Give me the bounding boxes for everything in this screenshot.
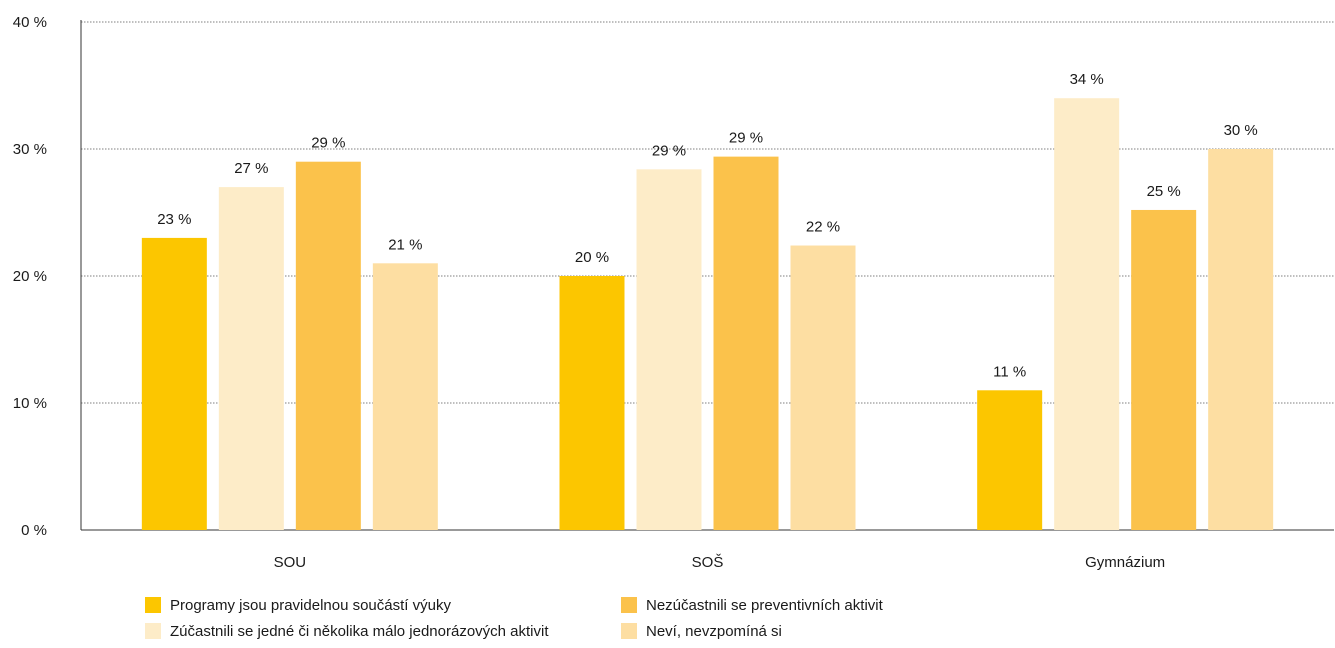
legend-swatch	[621, 623, 637, 639]
gridlines	[81, 21, 1334, 404]
legend-swatch	[145, 623, 161, 639]
bar	[295, 161, 361, 530]
data-label: 23 %	[157, 211, 191, 228]
bar	[141, 237, 207, 530]
legend-swatch	[621, 597, 637, 613]
bar	[713, 156, 779, 530]
data-label: 29 %	[729, 130, 763, 147]
y-tick-label: 40 %	[13, 14, 47, 31]
bar	[372, 263, 438, 530]
data-label: 21 %	[388, 236, 422, 253]
bar	[636, 169, 702, 530]
data-labels: 23 % 27 % 29 % 21 % 20 % 29 % 29 % 22 % 11 % 34 %…	[157, 71, 1258, 380]
legend: Programy jsou pravidelnou součástí výuky…	[145, 596, 951, 640]
data-label: 20 %	[575, 249, 609, 266]
bar	[790, 245, 856, 530]
data-label: 29 %	[652, 142, 686, 159]
x-tick-label: SOŠ	[692, 554, 724, 571]
data-label: 29 %	[311, 135, 345, 152]
bar	[218, 187, 284, 530]
data-label: 22 %	[806, 219, 840, 236]
y-tick-label: 10 %	[13, 395, 47, 412]
x-tick-label: SOU	[274, 554, 307, 571]
legend-item: Programy jsou pravidelnou součástí výuky	[145, 596, 621, 614]
bar	[1054, 98, 1120, 530]
y-tick-label: 20 %	[13, 268, 47, 285]
bar	[1131, 209, 1197, 530]
data-label: 25 %	[1147, 183, 1181, 200]
legend-item: Zúčastnili se jedné či několika málo jed…	[145, 622, 621, 640]
data-label: 11 %	[993, 363, 1026, 380]
y-axis: 0 % 10 % 20 % 30 % 40 %	[13, 14, 82, 539]
data-label: 27 %	[234, 160, 268, 177]
bars	[141, 98, 1274, 530]
data-label: 30 %	[1224, 122, 1258, 139]
bar	[559, 276, 625, 530]
bar	[977, 390, 1043, 530]
x-axis: SOU SOŠ Gymnázium	[81, 529, 1334, 571]
legend-item: Neví, nevzpomíná si	[621, 622, 951, 640]
legend-label: Programy jsou pravidelnou součástí výuky	[170, 596, 451, 614]
x-tick-label: Gymnázium	[1085, 554, 1165, 571]
y-tick-label: 0 %	[21, 522, 47, 539]
legend-label: Neví, nevzpomíná si	[646, 622, 782, 640]
legend-swatch	[145, 597, 161, 613]
legend-label: Zúčastnili se jedné či několika málo jed…	[170, 622, 549, 640]
bar	[1208, 149, 1274, 530]
y-tick-label: 30 %	[13, 141, 47, 158]
legend-label: Nezúčastnili se preventivních aktivit	[646, 596, 883, 614]
data-label: 34 %	[1070, 71, 1104, 88]
legend-item: Nezúčastnili se preventivních aktivit	[621, 596, 951, 614]
